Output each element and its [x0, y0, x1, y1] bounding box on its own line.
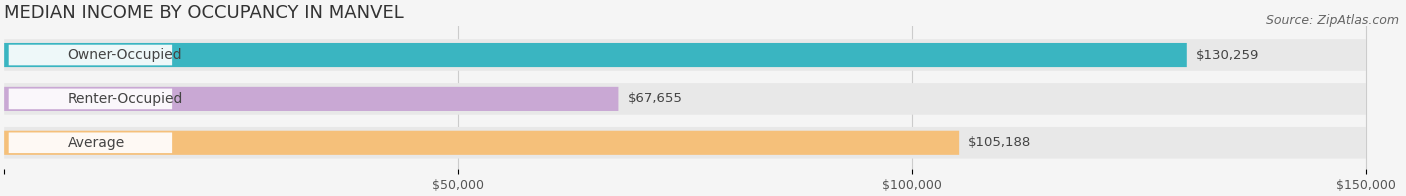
FancyBboxPatch shape — [4, 39, 1367, 71]
FancyBboxPatch shape — [4, 127, 1367, 159]
Text: Source: ZipAtlas.com: Source: ZipAtlas.com — [1265, 14, 1399, 27]
Text: $130,259: $130,259 — [1197, 49, 1260, 62]
Text: Average: Average — [67, 136, 125, 150]
Text: $67,655: $67,655 — [627, 92, 682, 105]
FancyBboxPatch shape — [4, 87, 619, 111]
Text: MEDIAN INCOME BY OCCUPANCY IN MANVEL: MEDIAN INCOME BY OCCUPANCY IN MANVEL — [4, 4, 404, 22]
FancyBboxPatch shape — [8, 89, 172, 109]
Text: $105,188: $105,188 — [969, 136, 1032, 149]
Text: Renter-Occupied: Renter-Occupied — [67, 92, 183, 106]
FancyBboxPatch shape — [4, 43, 1187, 67]
FancyBboxPatch shape — [8, 45, 172, 65]
Text: Owner-Occupied: Owner-Occupied — [67, 48, 183, 62]
FancyBboxPatch shape — [4, 83, 1367, 115]
FancyBboxPatch shape — [4, 131, 959, 155]
FancyBboxPatch shape — [8, 132, 172, 153]
